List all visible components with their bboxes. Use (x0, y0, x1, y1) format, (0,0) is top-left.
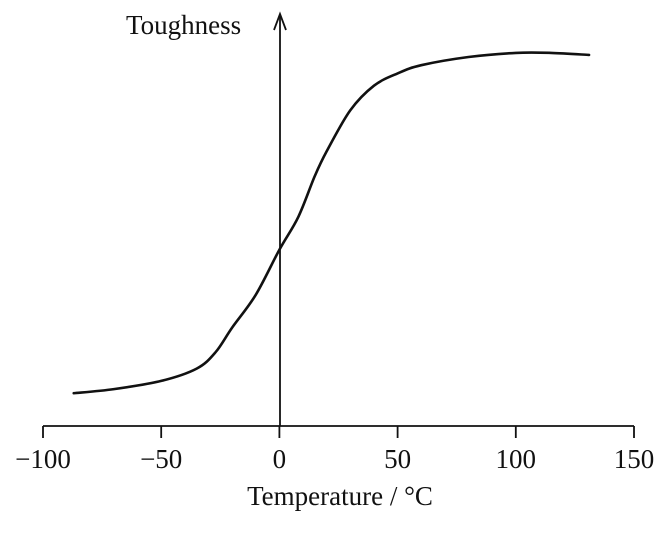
x-tick-label: 150 (614, 444, 655, 474)
x-axis-ticks (42, 426, 635, 438)
y-axis-arrowhead (273, 11, 287, 31)
x-axis-tick-labels: −100 −50 0 50 100 150 (15, 444, 654, 474)
x-tick-label: 50 (384, 444, 411, 474)
x-tick-label: 0 (273, 444, 287, 474)
x-tick-label: −50 (140, 444, 182, 474)
axes (43, 11, 634, 427)
x-axis-label: Temperature / °C (247, 481, 433, 511)
x-tick-label: 100 (496, 444, 537, 474)
y-axis-label: Toughness (126, 10, 241, 40)
x-tick-label: −100 (15, 444, 71, 474)
series-line (72, 51, 591, 395)
